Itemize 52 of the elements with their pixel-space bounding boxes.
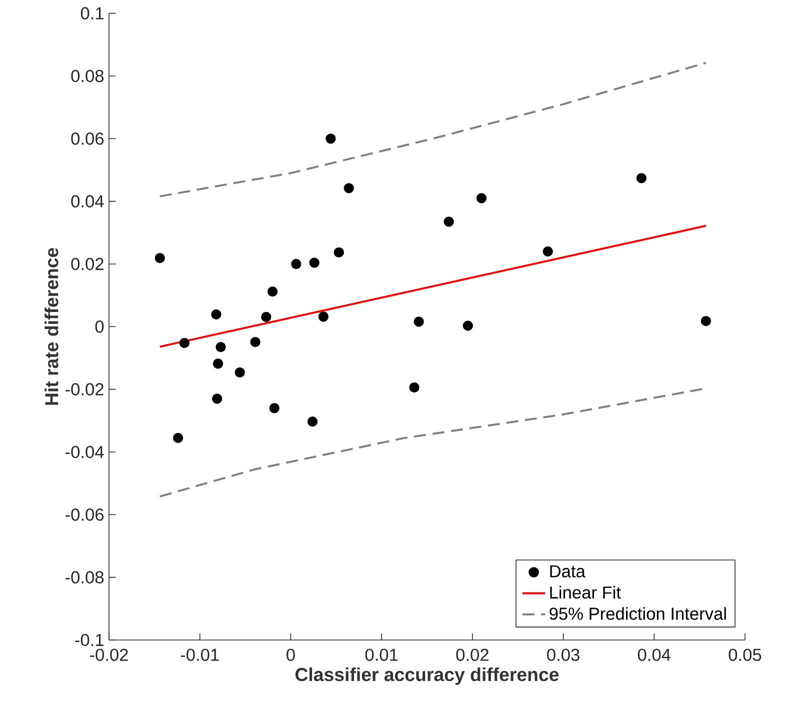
x-axis-title: Classifier accuracy difference <box>295 667 559 685</box>
point <box>444 216 454 227</box>
point <box>250 336 260 348</box>
x-tick-label: 0.01 <box>365 648 398 661</box>
point <box>700 316 712 326</box>
point <box>267 286 278 297</box>
y-tick-label: -0.1 <box>75 634 104 646</box>
point <box>344 183 354 194</box>
point <box>234 367 245 378</box>
y-tick-label: -0.08 <box>66 571 104 584</box>
x-tick-label: 0.02 <box>456 648 488 661</box>
point <box>261 312 272 322</box>
point <box>636 173 646 184</box>
point <box>326 134 336 144</box>
point <box>318 312 328 322</box>
x-tick-label: 0.05 <box>728 648 762 661</box>
y-tick-label: -0.06 <box>66 508 104 521</box>
x-tick-label: 0.04 <box>638 648 671 661</box>
legend-label: Linear Fit <box>550 586 621 599</box>
y-tick-label: 0.08 <box>71 70 104 82</box>
point <box>154 252 165 264</box>
y-tick-label: 0.04 <box>71 195 104 208</box>
point <box>212 358 224 369</box>
point <box>309 258 320 268</box>
y-tick-label: -0.04 <box>66 446 104 458</box>
y-tick-label: 0.06 <box>71 132 104 145</box>
point <box>334 247 344 258</box>
line-series <box>158 62 707 198</box>
point <box>216 342 226 352</box>
x-tick-label: -0.02 <box>90 648 128 661</box>
point <box>291 258 302 270</box>
y-tick-label: -0.02 <box>66 383 104 396</box>
point <box>476 193 487 204</box>
y-tick-label: 0.1 <box>80 7 104 20</box>
point <box>307 416 318 427</box>
point <box>269 403 280 414</box>
point <box>542 246 553 257</box>
legend-label: Data <box>550 565 586 578</box>
x-tick-label: 0.03 <box>547 648 580 661</box>
point <box>409 382 420 393</box>
y-axis-title: Hit rate difference <box>44 248 58 405</box>
x-tick-label: 0 <box>286 648 295 661</box>
point <box>414 316 424 327</box>
y-tick-label: 0.02 <box>71 258 104 270</box>
y-tick-label: 0 <box>95 320 104 333</box>
legend-label: 95% Prediction Interval <box>550 607 726 620</box>
point <box>462 320 473 331</box>
x-tick-label: -0.01 <box>180 648 219 661</box>
point <box>211 309 222 320</box>
point <box>172 432 184 443</box>
point <box>179 338 190 348</box>
point <box>212 394 222 404</box>
